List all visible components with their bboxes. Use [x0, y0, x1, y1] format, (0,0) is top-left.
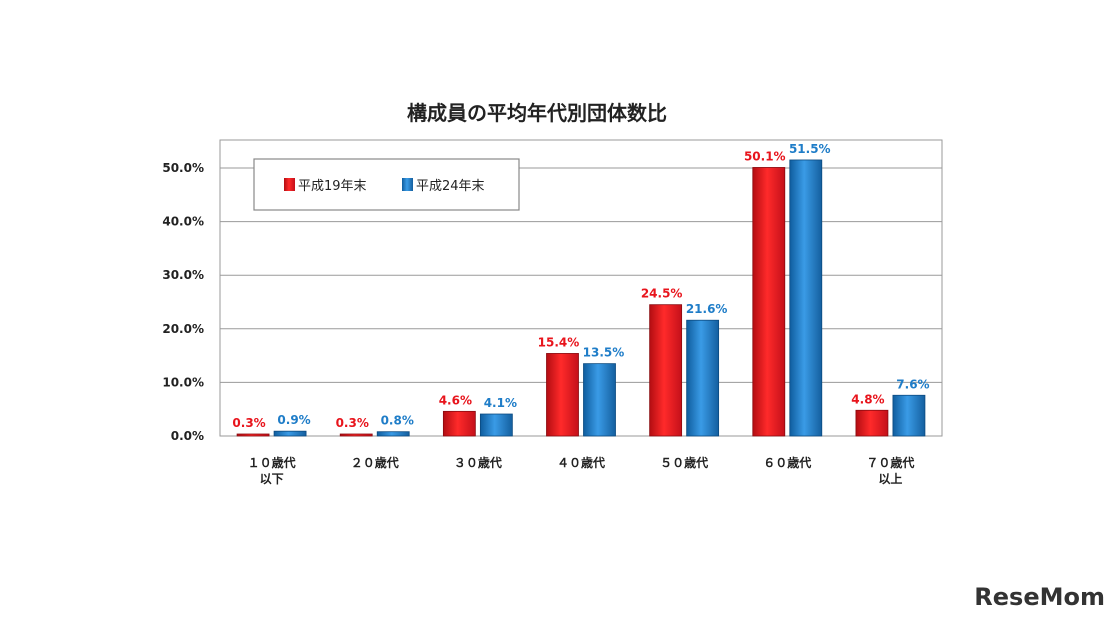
x-tick-label: ４０歳代 [557, 455, 605, 470]
bars [236, 159, 926, 437]
y-tick-label: 30.0% [162, 268, 204, 282]
data-label-series1: 24.5% [641, 287, 683, 301]
chart-title: 構成員の平均年代別団体数比 [407, 101, 667, 125]
x-tick-label: １０歳代 [248, 455, 296, 470]
bar-series2 [686, 319, 720, 437]
bar-series2 [273, 430, 307, 437]
legend-box [253, 158, 520, 211]
legend-label-series2: 平成24年末 [416, 179, 485, 194]
data-label-series1: 0.3% [336, 416, 369, 430]
bar-series1 [546, 353, 579, 437]
bar-series2 [479, 413, 513, 437]
bar-series2 [376, 431, 410, 437]
y-tick-label: 40.0% [162, 215, 204, 229]
bar-series2 [789, 159, 823, 437]
watermark-logo: ReseMom [974, 583, 1105, 611]
y-tick-label: 0.0% [171, 429, 204, 443]
x-tick-label: 以上 [878, 471, 902, 486]
y-tick-label: 20.0% [162, 322, 204, 336]
data-label-series2: 4.1% [484, 396, 517, 410]
x-tick-label: 以下 [260, 472, 284, 486]
x-tick-label: ２０歳代 [351, 455, 399, 470]
data-label-series1: 4.6% [439, 393, 472, 407]
legend-swatch-blue [402, 178, 413, 191]
bar-series1 [236, 433, 270, 437]
data-label-series2: 21.6% [686, 302, 728, 316]
data-label-series1: 15.4% [538, 335, 580, 349]
bar-series2 [583, 363, 616, 437]
data-label-series1: 50.1% [744, 149, 786, 163]
bar-series1 [649, 304, 683, 437]
x-tick-label: ７０歳代 [866, 455, 914, 470]
bar-series1 [339, 433, 373, 437]
data-labels: 0.3% 0.9% 0.3% 0.8% 4.6% 4.1% 15.4%13.5% 24.5%2… [232, 142, 929, 430]
data-label-series2: 0.9% [277, 413, 310, 427]
data-label-series1: 4.8% [851, 392, 884, 406]
x-tick-label: ６０歳代 [763, 455, 811, 470]
y-tick-label: 10.0% [162, 375, 204, 389]
bar-series1 [442, 410, 476, 437]
legend-label-series1: 平成19年末 [298, 179, 367, 194]
data-label-series1: 0.3% [232, 416, 265, 430]
x-tick-label: ３０歳代 [454, 455, 502, 470]
data-label-series2: 0.8% [381, 414, 414, 428]
bar-series1 [855, 409, 889, 437]
legend: 平成19年末 平成24年末 [253, 158, 520, 211]
bar-series2 [892, 394, 926, 437]
x-tick-label: ５０歳代 [660, 455, 708, 470]
y-tick-label: 50.0% [162, 161, 204, 175]
data-label-series2: 51.5% [789, 142, 831, 156]
y-axis: 0.0% 10.0% 20.0% 30.0% 40.0% 50.0% [162, 161, 204, 443]
data-label-series2: 7.6% [896, 377, 929, 391]
legend-swatch-red [284, 178, 295, 191]
bar-series1 [752, 167, 786, 437]
data-label-series2: 13.5% [583, 346, 625, 360]
